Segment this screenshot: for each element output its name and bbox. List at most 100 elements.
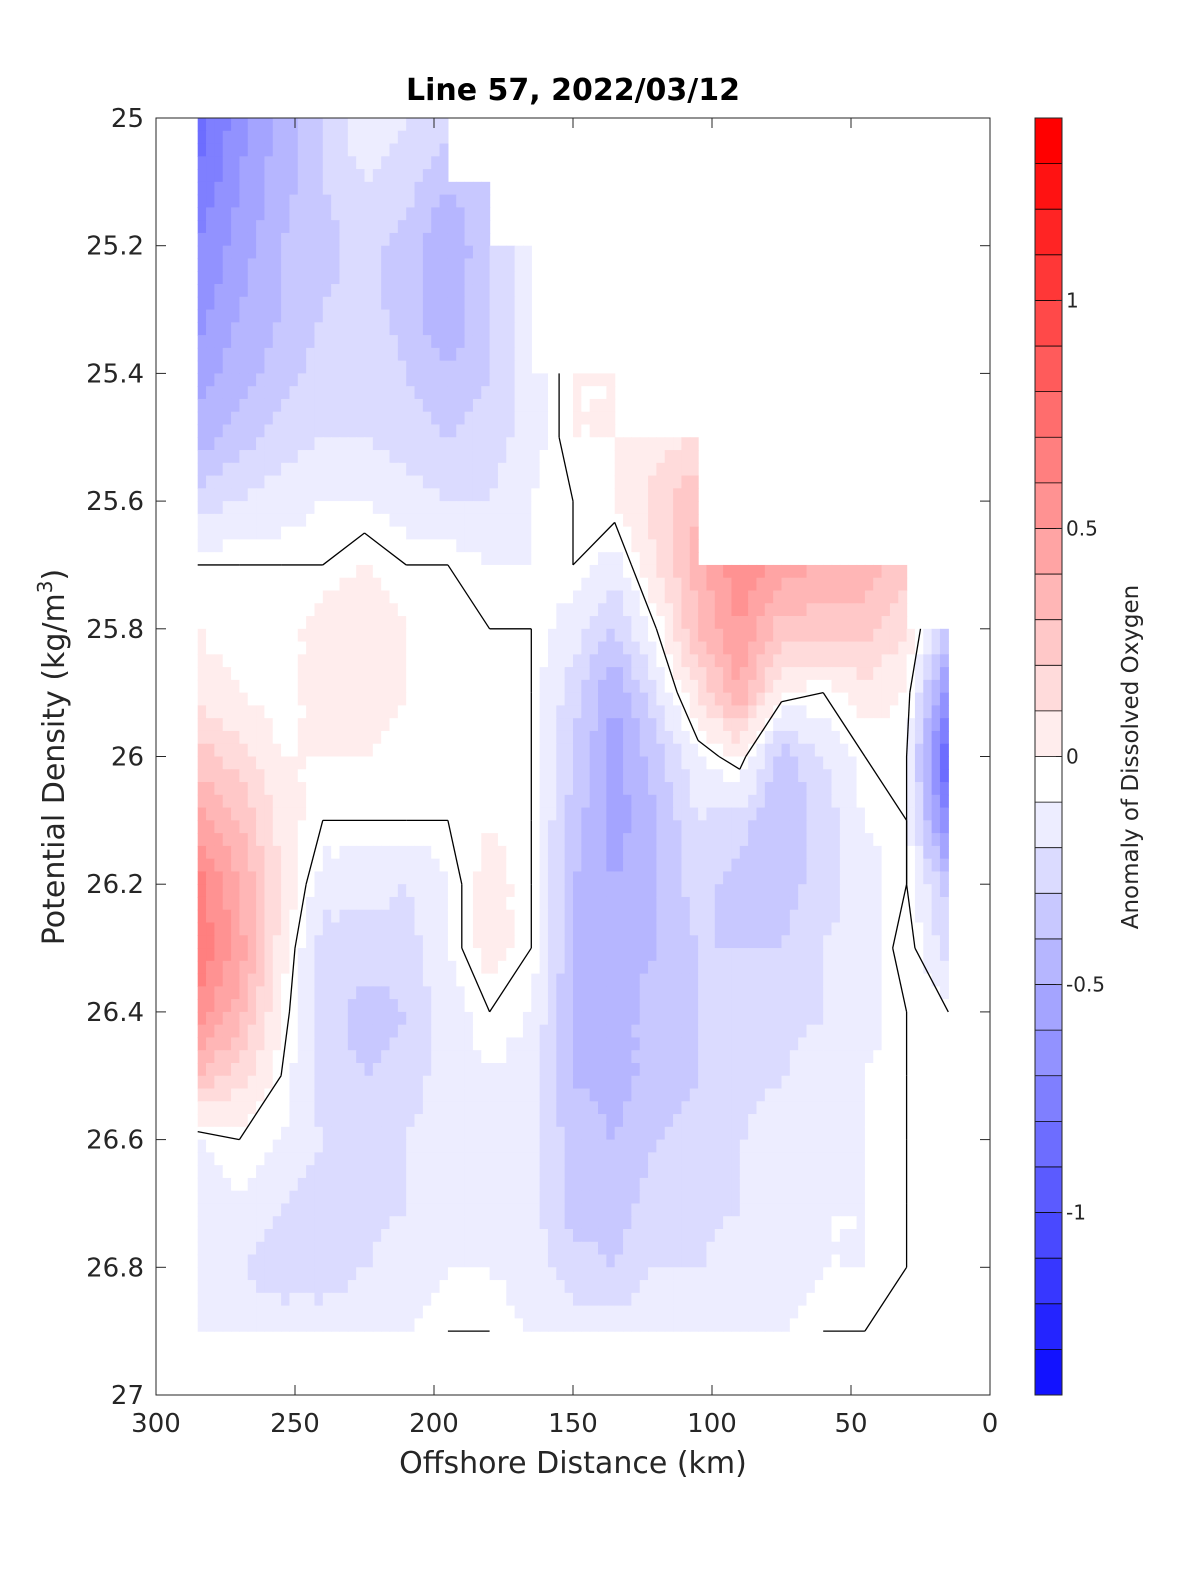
anomaly-cell — [539, 807, 549, 821]
anomaly-cell — [381, 271, 391, 285]
anomaly-cell — [606, 718, 616, 732]
anomaly-cell — [481, 296, 491, 311]
anomaly-cell — [289, 794, 299, 809]
anomaly-cell — [314, 628, 324, 643]
anomaly-cell — [422, 513, 432, 528]
anomaly-cell — [673, 973, 683, 987]
anomaly-cell — [673, 743, 683, 758]
anomaly-cell — [756, 769, 766, 783]
anomaly-cell — [497, 564, 507, 579]
anomaly-cell — [214, 782, 224, 796]
anomaly-cell — [673, 488, 683, 502]
anomaly-cell — [197, 488, 207, 502]
anomaly-cell — [339, 973, 349, 987]
anomaly-cell — [581, 373, 591, 387]
anomaly-cell — [264, 450, 274, 464]
anomaly-cell — [497, 552, 507, 566]
anomaly-cell — [764, 871, 774, 885]
anomaly-cell — [347, 488, 357, 502]
anomaly-cell — [798, 730, 808, 745]
anomaly-cell — [347, 628, 357, 643]
anomaly-cell — [531, 730, 541, 745]
anomaly-cell — [856, 654, 866, 668]
anomaly-cell — [514, 654, 524, 668]
anomaly-cell — [256, 641, 266, 655]
anomaly-cell — [639, 692, 649, 707]
anomaly-cell — [422, 986, 432, 1000]
anomaly-cell — [573, 450, 582, 464]
anomaly-cell — [289, 1037, 299, 1051]
anomaly-cell — [889, 743, 899, 758]
anomaly-cell — [923, 679, 933, 694]
anomaly-cell — [714, 896, 724, 911]
anomaly-cell — [431, 884, 441, 898]
anomaly-cell — [422, 564, 432, 579]
anomaly-cell — [364, 922, 374, 936]
anomaly-cell — [231, 922, 240, 936]
anomaly-cell — [389, 1050, 399, 1064]
anomaly-cell — [664, 782, 674, 796]
anomaly-cell — [222, 156, 232, 170]
anomaly-cell — [514, 347, 524, 362]
anomaly-cell — [898, 845, 908, 860]
anomaly-cell — [197, 743, 207, 758]
anomaly-cell — [206, 858, 215, 873]
anomaly-cell — [264, 220, 274, 234]
anomaly-cell — [314, 590, 324, 604]
anomaly-cell — [898, 999, 908, 1013]
anomaly-cell — [781, 756, 791, 770]
anomaly-cell — [347, 705, 357, 719]
anomaly-cell — [306, 309, 316, 323]
anomaly-cell — [431, 488, 441, 502]
anomaly-cell — [397, 705, 407, 719]
anomaly-cell — [231, 705, 240, 719]
anomaly-cell — [839, 922, 849, 936]
anomaly-cell — [806, 641, 816, 655]
anomaly-cell — [306, 194, 316, 208]
anomaly-cell — [356, 794, 366, 809]
anomaly-cell — [573, 973, 582, 987]
anomaly-cell — [714, 922, 724, 936]
anomaly-cell — [606, 616, 616, 630]
anomaly-cell — [364, 603, 374, 617]
anomaly-cell — [748, 603, 758, 617]
anomaly-cell — [831, 577, 841, 592]
anomaly-cell — [406, 207, 416, 221]
anomaly-cell — [656, 501, 666, 515]
anomaly-cell — [598, 871, 607, 885]
anomaly-cell — [489, 1062, 499, 1077]
anomaly-cell — [706, 667, 716, 681]
anomaly-cell — [272, 245, 282, 260]
anomaly-cell — [381, 245, 391, 260]
anomaly-cell — [931, 845, 941, 860]
anomaly-cell — [314, 845, 324, 860]
anomaly-cell — [397, 207, 407, 221]
anomaly-cell — [214, 347, 224, 362]
anomaly-cell — [939, 909, 949, 924]
anomaly-cell — [773, 922, 783, 936]
anomaly-cell — [414, 450, 424, 464]
anomaly-cell — [322, 960, 332, 975]
anomaly-cell — [331, 948, 341, 962]
anomaly-cell — [356, 1062, 366, 1077]
anomaly-cell — [689, 960, 699, 975]
anomaly-cell — [698, 692, 708, 707]
anomaly-cell — [297, 245, 307, 260]
anomaly-cell — [222, 960, 232, 975]
anomaly-cell — [648, 794, 657, 809]
anomaly-cell — [531, 628, 541, 643]
anomaly-cell — [331, 309, 341, 323]
anomaly-cell — [364, 1062, 374, 1077]
anomaly-cell — [264, 871, 274, 885]
anomaly-cell — [656, 884, 666, 898]
anomaly-cell — [197, 935, 207, 949]
anomaly-cell — [247, 309, 257, 323]
anomaly-cell — [798, 782, 808, 796]
anomaly-cell — [547, 462, 557, 477]
anomaly-cell — [364, 616, 374, 630]
anomaly-cell — [397, 718, 407, 732]
anomaly-cell — [689, 501, 699, 515]
anomaly-cell — [197, 437, 207, 451]
anomaly-cell — [814, 577, 824, 592]
anomaly-cell — [447, 258, 457, 272]
